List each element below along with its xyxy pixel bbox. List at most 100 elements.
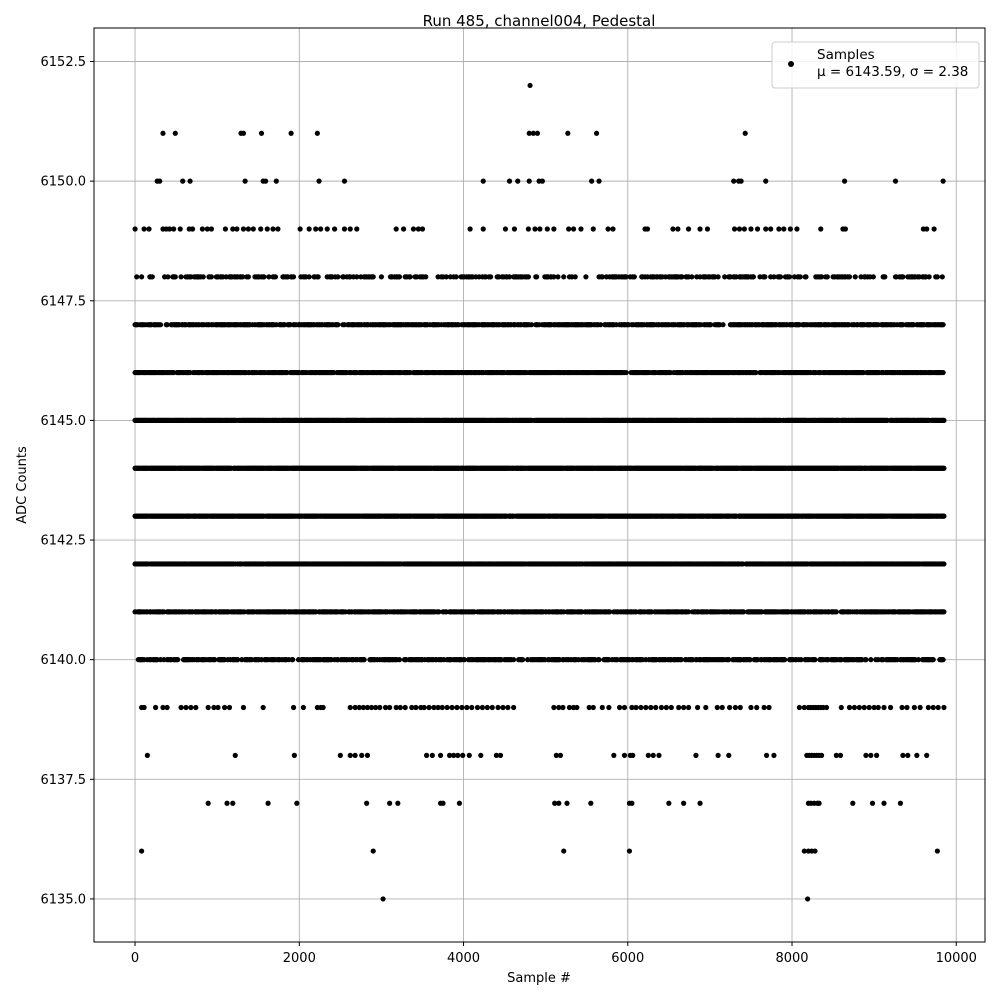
data-point — [423, 274, 429, 280]
data-point — [480, 178, 486, 184]
data-point — [315, 274, 321, 280]
data-point — [720, 322, 726, 328]
data-point — [324, 226, 330, 232]
data-point — [180, 178, 186, 184]
chart-title: Run 485, channel004, Pedestal — [423, 12, 656, 30]
data-point — [141, 226, 147, 232]
data-point — [335, 322, 341, 328]
data-point — [318, 226, 324, 232]
data-point — [396, 274, 403, 280]
data-point — [515, 178, 521, 184]
data-point — [258, 226, 264, 232]
data-point — [393, 226, 399, 232]
data-point — [526, 178, 532, 184]
data-point — [753, 369, 759, 376]
data-point — [841, 178, 848, 184]
data-point — [644, 226, 651, 232]
data-point — [768, 226, 774, 232]
data-point — [410, 226, 417, 232]
data-point — [771, 274, 777, 280]
data-point — [786, 274, 793, 280]
data-point — [335, 274, 341, 280]
data-point — [313, 226, 319, 232]
data-point — [555, 274, 561, 280]
data-point — [593, 130, 600, 136]
data-point — [731, 226, 738, 232]
data-point — [742, 130, 748, 136]
data-point — [824, 274, 830, 280]
data-point — [776, 226, 782, 232]
data-point — [178, 274, 184, 280]
data-point — [160, 130, 166, 136]
data-point — [750, 274, 757, 280]
data-point — [731, 178, 737, 184]
data-point — [738, 178, 744, 184]
data-point — [488, 274, 494, 280]
data-point — [685, 226, 692, 232]
data-point — [675, 226, 681, 232]
data-point — [781, 226, 787, 232]
data-point — [132, 226, 138, 232]
data-point — [177, 226, 183, 232]
data-point — [415, 226, 421, 232]
data-point — [754, 226, 761, 232]
data-point — [306, 226, 312, 232]
data-point — [578, 226, 584, 232]
data-point — [551, 226, 557, 232]
data-point — [561, 274, 567, 280]
data-point — [250, 226, 256, 232]
data-point — [146, 226, 152, 232]
data-point — [544, 226, 550, 232]
data-point — [818, 226, 824, 232]
data-point — [532, 226, 538, 232]
data-point — [697, 226, 703, 232]
data-point — [794, 226, 800, 232]
data-point — [534, 274, 540, 280]
data-point — [722, 274, 728, 280]
data-point — [565, 130, 571, 136]
data-point — [165, 274, 171, 280]
data-point — [610, 226, 616, 232]
data-point — [314, 130, 320, 136]
data-point — [924, 226, 930, 232]
data-point — [572, 274, 578, 280]
data-point — [270, 226, 276, 232]
data-point — [266, 274, 272, 280]
data-point — [527, 82, 533, 89]
data-point — [199, 226, 205, 232]
data-point — [172, 274, 178, 280]
data-point — [506, 178, 513, 184]
data-point — [590, 226, 596, 232]
data-point — [704, 226, 711, 232]
data-point — [370, 274, 376, 280]
data-point — [245, 274, 251, 280]
data-point — [882, 274, 888, 280]
data-point — [272, 274, 279, 280]
data-point — [941, 417, 947, 423]
data-point — [818, 274, 825, 280]
data-point — [172, 130, 178, 136]
data-point — [939, 274, 945, 280]
data-point — [443, 274, 449, 280]
data-point — [297, 226, 303, 232]
data-point — [258, 130, 265, 136]
data-point — [931, 226, 937, 232]
data-point — [763, 226, 769, 232]
data-point — [157, 322, 164, 328]
data-point — [596, 178, 602, 184]
data-point — [400, 226, 407, 232]
data-point — [354, 226, 360, 232]
data-point — [354, 274, 360, 280]
data-point — [842, 226, 849, 232]
data-point — [453, 274, 459, 280]
data-point — [222, 226, 228, 232]
data-point — [341, 178, 348, 184]
data-point — [419, 226, 426, 232]
data-point — [502, 226, 509, 232]
data-point — [940, 322, 946, 328]
data-point — [525, 226, 532, 232]
data-point — [940, 369, 946, 376]
data-point — [264, 226, 270, 232]
data-point — [736, 226, 743, 232]
